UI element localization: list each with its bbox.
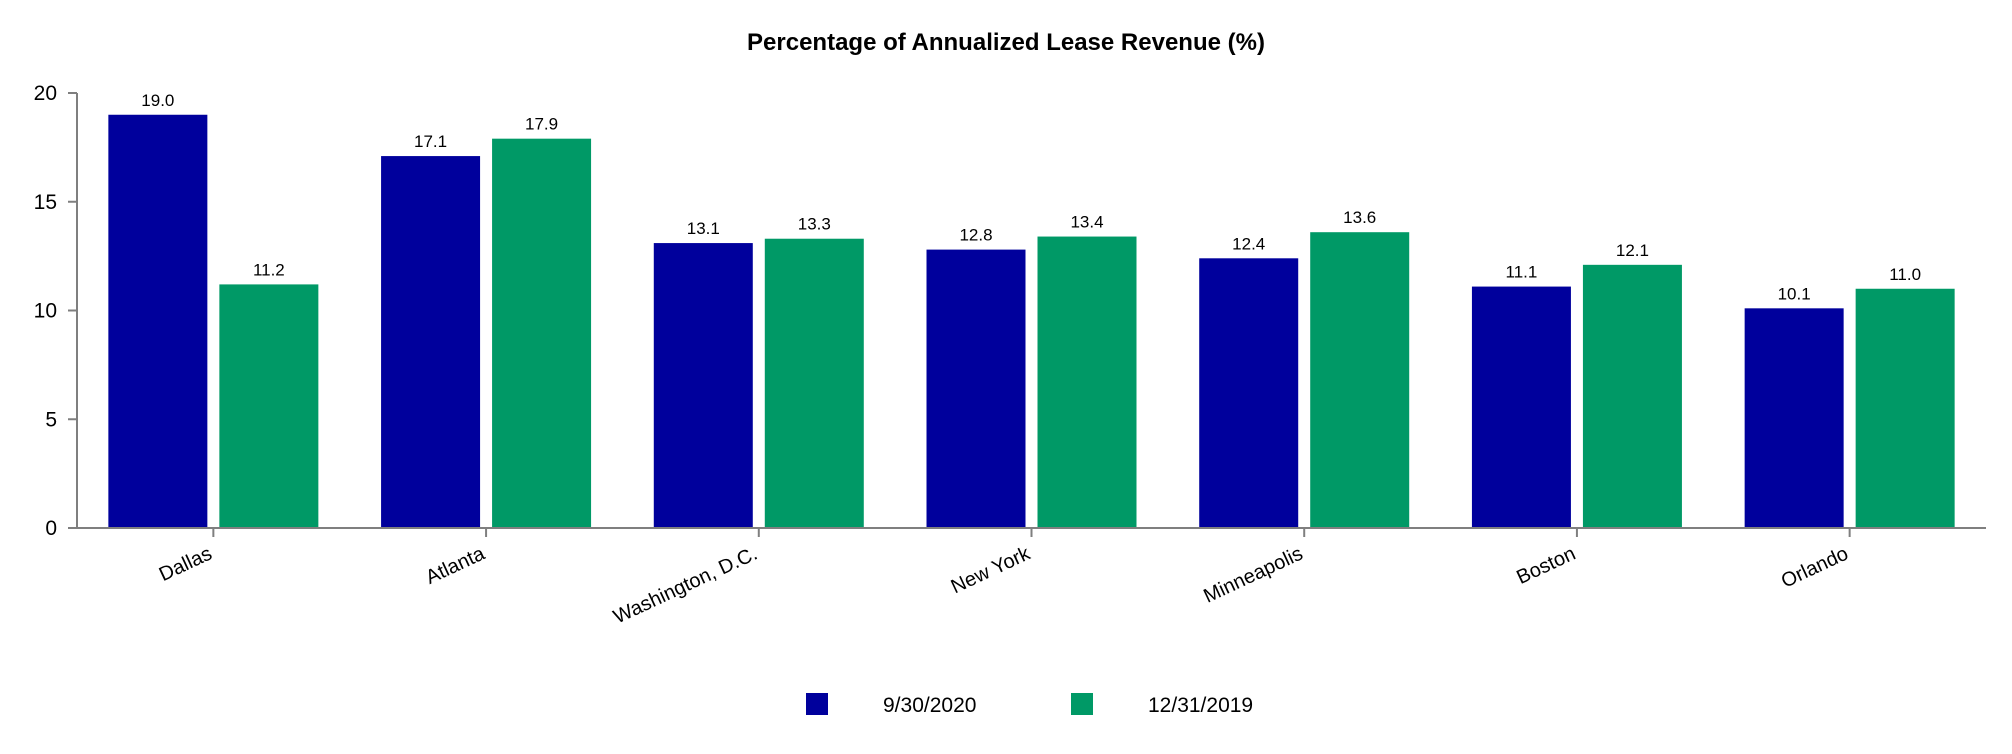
data-label: 11.2 bbox=[253, 260, 285, 279]
data-label: 12.4 bbox=[1232, 234, 1265, 253]
bar bbox=[219, 284, 319, 528]
data-label: 12.8 bbox=[959, 226, 992, 245]
data-label: 17.9 bbox=[525, 115, 558, 134]
legend-swatch bbox=[806, 693, 828, 715]
legend: 9/30/2020 12/31/2019 bbox=[806, 693, 1253, 717]
data-label: 13.6 bbox=[1343, 208, 1376, 227]
x-tick-label: New York bbox=[948, 542, 1035, 598]
x-tick-label: Atlanta bbox=[422, 542, 489, 589]
bar bbox=[1199, 258, 1299, 528]
bar bbox=[1471, 286, 1571, 528]
data-label: 19.0 bbox=[141, 91, 174, 110]
bar bbox=[1310, 232, 1410, 528]
bar bbox=[381, 156, 481, 528]
data-label: 13.3 bbox=[798, 215, 831, 234]
y-tick-label: 15 bbox=[34, 191, 57, 214]
data-label: 10.1 bbox=[1778, 284, 1811, 303]
legend-label: 9/30/2020 bbox=[883, 694, 976, 717]
y-tick-label: 0 bbox=[45, 517, 57, 540]
bar bbox=[1582, 264, 1682, 528]
x-axis: Dallas Atlanta Washington, D.C. New York Min… bbox=[77, 527, 1986, 629]
data-label: 11.0 bbox=[1889, 265, 1921, 284]
chart-title: Percentage of Annualized Lease Revenue (… bbox=[747, 29, 1265, 56]
x-tick-label: Dallas bbox=[156, 543, 216, 586]
bar bbox=[926, 249, 1026, 528]
data-label: 13.1 bbox=[687, 219, 720, 238]
bars-group: 19.0 11.2 17.1 17.9 13.1 13.3 12.8 13.4 12.4 13.6… bbox=[108, 91, 1955, 529]
y-tick-label: 5 bbox=[45, 408, 57, 431]
bar bbox=[1855, 288, 1955, 528]
x-tick-label: Boston bbox=[1513, 543, 1579, 589]
data-label: 17.1 bbox=[414, 132, 447, 151]
data-label: 12.1 bbox=[1616, 241, 1649, 260]
bar bbox=[764, 238, 864, 528]
legend-label: 12/31/2019 bbox=[1148, 694, 1253, 717]
y-axis: 0 5 10 15 20 bbox=[34, 82, 78, 540]
y-tick-label: 10 bbox=[34, 300, 57, 323]
legend-swatch bbox=[1071, 693, 1093, 715]
bar bbox=[653, 243, 753, 528]
data-label: 11.1 bbox=[1506, 263, 1538, 282]
x-tick-label: Minneapolis bbox=[1200, 543, 1306, 608]
x-tick-label: Washington, D.C. bbox=[610, 543, 761, 629]
bar bbox=[1744, 308, 1844, 528]
x-tick-label: Orlando bbox=[1778, 543, 1852, 593]
bar bbox=[1037, 236, 1137, 529]
y-tick-label: 20 bbox=[34, 82, 57, 105]
bar bbox=[108, 114, 208, 528]
data-label: 13.4 bbox=[1070, 213, 1103, 232]
bar bbox=[492, 138, 592, 529]
